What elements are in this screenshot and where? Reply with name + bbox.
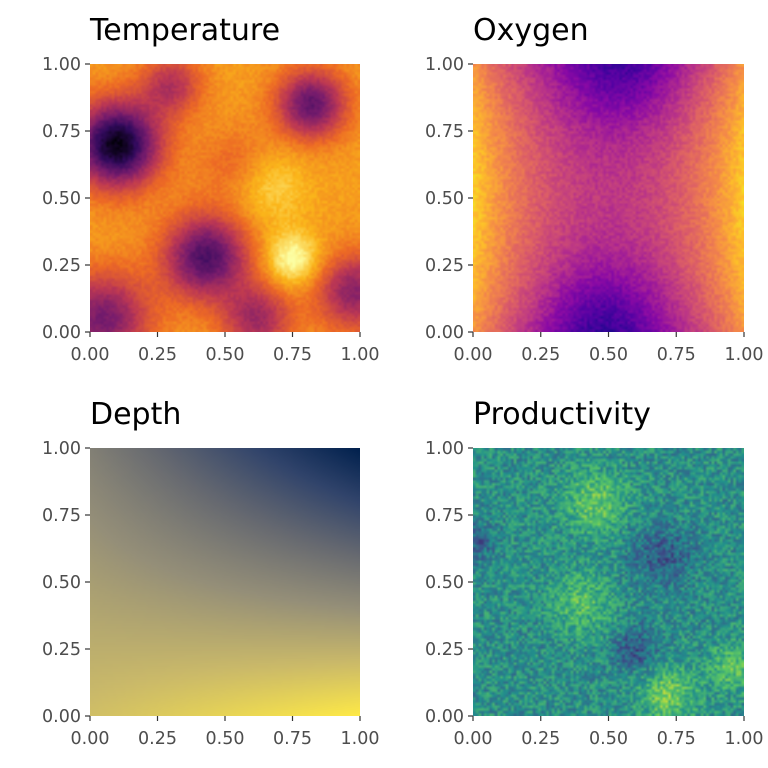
x-tick-label: 0.75 bbox=[657, 345, 696, 365]
panel-title: Depth bbox=[90, 397, 181, 432]
y-tick-label: 0.75 bbox=[425, 506, 464, 526]
x-tick-label: 0.00 bbox=[71, 729, 110, 749]
x-tick-label: 0.25 bbox=[521, 345, 560, 365]
y-tick-label: 0.50 bbox=[42, 573, 81, 593]
panel-title: Productivity bbox=[473, 397, 651, 432]
y-tick-label: 1.00 bbox=[425, 55, 464, 75]
axis-ticks: 0.00 0.25 0.50 0.75 1.00 0.00 0.25 0.50 0.75 1.00 bbox=[425, 55, 763, 365]
y-tick-label: 0.75 bbox=[42, 506, 81, 526]
y-tick-label: 0.00 bbox=[425, 323, 464, 343]
y-tick-label: 0.00 bbox=[42, 323, 81, 343]
y-tick-label: 0.25 bbox=[42, 640, 81, 660]
y-tick-label: 0.75 bbox=[42, 122, 81, 142]
y-tick-label: 0.50 bbox=[425, 573, 464, 593]
axis-ticks: 0.00 0.25 0.50 0.75 1.00 0.00 0.25 0.50 0.75 1.00 bbox=[425, 439, 763, 749]
y-tick-label: 1.00 bbox=[425, 439, 464, 459]
panel-temperature: Temperature 0.00 0.25 0.50 0.75 1.00 0.00 0.25… bbox=[42, 13, 379, 365]
axis-ticks: 0.00 0.25 0.50 0.75 1.00 0.00 0.25 0.50 0.75 1.00 bbox=[42, 55, 379, 365]
x-tick-label: 1.00 bbox=[725, 729, 764, 749]
panel-oxygen: Oxygen 0.00 0.25 0.50 0.75 1.000.000.250.500… bbox=[425, 13, 763, 365]
y-tick-label: 0.00 bbox=[42, 707, 81, 727]
y-tick-label: 1.00 bbox=[42, 439, 81, 459]
x-tick-label: 1.00 bbox=[341, 345, 380, 365]
x-tick-label: 0.50 bbox=[206, 729, 245, 749]
y-tick-label: 0.75 bbox=[425, 122, 464, 142]
x-tick-label: 0.75 bbox=[273, 345, 312, 365]
x-tick-label: 0.25 bbox=[138, 345, 177, 365]
panel-title: Temperature bbox=[89, 13, 280, 48]
x-tick-label: 0.75 bbox=[273, 729, 312, 749]
x-tick-label: 0.00 bbox=[454, 729, 493, 749]
y-tick-label: 0.25 bbox=[425, 256, 464, 276]
panel-title: Oxygen bbox=[473, 13, 589, 48]
x-tick-label: 1.00 bbox=[725, 345, 764, 365]
x-tick-label: 0.50 bbox=[589, 729, 628, 749]
panel-depth: Depth 0.00 0.25 0.50 0.75 1.000.000.250.500.… bbox=[42, 397, 379, 749]
y-tick-label: 0.50 bbox=[425, 189, 464, 209]
y-tick-label: 0.50 bbox=[42, 189, 81, 209]
heatmap-raster bbox=[473, 64, 744, 332]
x-tick-label: 1.00 bbox=[341, 729, 380, 749]
axis-ticks: 0.00 0.25 0.50 0.75 1.00 0.00 0.25 0.50 0.75 1.00 bbox=[42, 439, 379, 749]
x-tick-label: 0.50 bbox=[206, 345, 245, 365]
x-tick-label: 0.25 bbox=[521, 729, 560, 749]
y-tick-label: 0.25 bbox=[425, 640, 464, 660]
x-tick-label: 0.50 bbox=[589, 345, 628, 365]
y-tick-label: 0.00 bbox=[425, 707, 464, 727]
heatmap-raster bbox=[473, 448, 744, 716]
x-tick-label: 0.00 bbox=[71, 345, 110, 365]
y-tick-label: 1.00 bbox=[42, 55, 81, 75]
x-tick-label: 0.25 bbox=[138, 729, 177, 749]
heatmap-raster bbox=[90, 448, 360, 716]
heatmap-raster bbox=[90, 64, 360, 332]
panel-productivity: Productivity 0.00 0.25 0.50 0.75 1.00 0.00 0.2… bbox=[425, 397, 763, 749]
x-tick-label: 0.00 bbox=[454, 345, 493, 365]
y-tick-label: 0.25 bbox=[42, 256, 81, 276]
x-tick-label: 0.75 bbox=[657, 729, 696, 749]
